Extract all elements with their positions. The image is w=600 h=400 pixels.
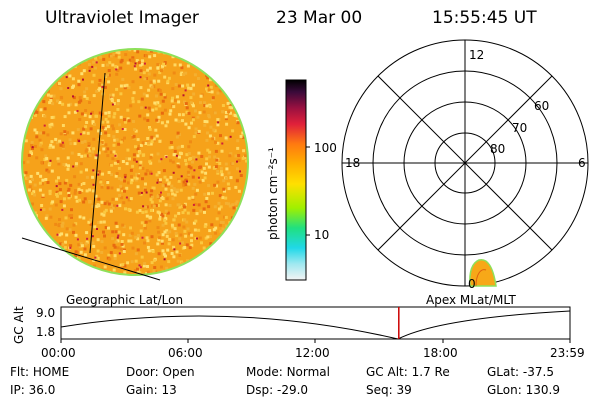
status-flt: Flt: HOME [10, 365, 70, 379]
mlt-label-6: 6 [578, 156, 586, 170]
longitude-line [89, 72, 106, 254]
timeline-xtick-2359: 23:59 [550, 346, 585, 360]
latitude-line [21, 237, 161, 281]
status-dsp: Dsp: -29.0 [246, 383, 309, 397]
status-glon: GLon: 130.9 [487, 383, 560, 397]
status-ip: IP: 36.0 [10, 383, 56, 397]
disk-limb [21, 48, 249, 276]
timeline-ytick-low: 1.8 [36, 325, 56, 339]
timeline-xtick-0000: 00:00 [41, 346, 76, 360]
app-title: Ultraviolet Imager [45, 8, 199, 28]
lat-label-80: 80 [490, 142, 506, 156]
mlt-label-18: 18 [345, 156, 361, 170]
status-glat: GLat: -37.5 [487, 365, 554, 379]
timeline-ytick-high: 9.0 [36, 306, 56, 320]
lat-label-60: 60 [534, 99, 550, 113]
time-label: 15:55:45 UT [432, 8, 537, 28]
timeline-xtick-1200: 12:00 [295, 346, 330, 360]
timeline-right-label: Apex MLat/MLT [426, 293, 516, 307]
lat-label-70: 70 [512, 121, 528, 135]
timeline-xtick-1800: 18:00 [423, 346, 458, 360]
date-label: 23 Mar 00 [276, 8, 363, 28]
mlt-label-12: 12 [469, 48, 485, 62]
timeline-left-label: Geographic Lat/Lon [66, 293, 184, 307]
colorbar-tick-10: 10 [314, 228, 330, 242]
status-door: Door: Open [126, 365, 195, 379]
colorbar-unit-label: photon cm⁻²s⁻¹ [266, 147, 280, 240]
colorbar-tick-100: 100 [314, 141, 337, 155]
mlt-label-0: 0 [468, 277, 476, 291]
status-gc-alt: GC Alt: 1.7 Re [366, 365, 450, 379]
status-mode: Mode: Normal [246, 365, 330, 379]
timeline-xtick-0600: 06:00 [168, 346, 203, 360]
color-bar [285, 79, 310, 281]
timeline-ylabel: GC Alt [12, 306, 26, 344]
status-gain: Gain: 13 [126, 383, 177, 397]
status-seq: Seq: 39 [366, 383, 412, 397]
